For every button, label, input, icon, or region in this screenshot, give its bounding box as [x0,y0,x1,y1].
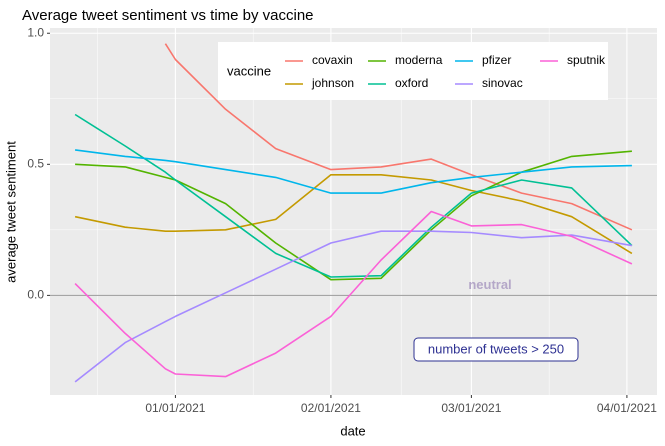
legend-label: pfizer [482,53,511,67]
series-line [74,230,633,383]
annotation-box [413,337,579,362]
legend-label: sputnik [567,53,606,67]
x-tick-label: 02/01/2021 [301,401,361,415]
legend-label: moderna [395,53,443,67]
annotation: number of tweets > 250 [428,341,564,356]
legend-box [218,42,608,100]
legend-label: oxford [395,76,428,90]
legend-label: johnson [311,76,354,90]
legend-title: vaccine [227,63,271,78]
y-tick-label: 0.0 [27,288,44,302]
legend-label: sinovac [482,76,523,90]
y-tick-label: 1.0 [27,25,44,39]
series-line [74,210,633,378]
series-line [74,149,632,194]
reference-label: neutral [468,277,511,292]
series-line [74,174,633,255]
x-tick-label: 04/01/2021 [597,401,657,415]
x-axis-title: date [340,423,365,438]
x-tick-label: 01/01/2021 [145,401,205,415]
x-tick-label: 03/01/2021 [441,401,501,415]
y-axis-title: average tweet sentiment [3,141,18,283]
y-tick-label: 0.5 [27,156,44,170]
legend-label: covaxin [312,53,353,67]
series-line [74,113,633,278]
series-line [164,43,633,231]
chart-title: Average tweet sentiment vs time by vacci… [22,7,314,24]
